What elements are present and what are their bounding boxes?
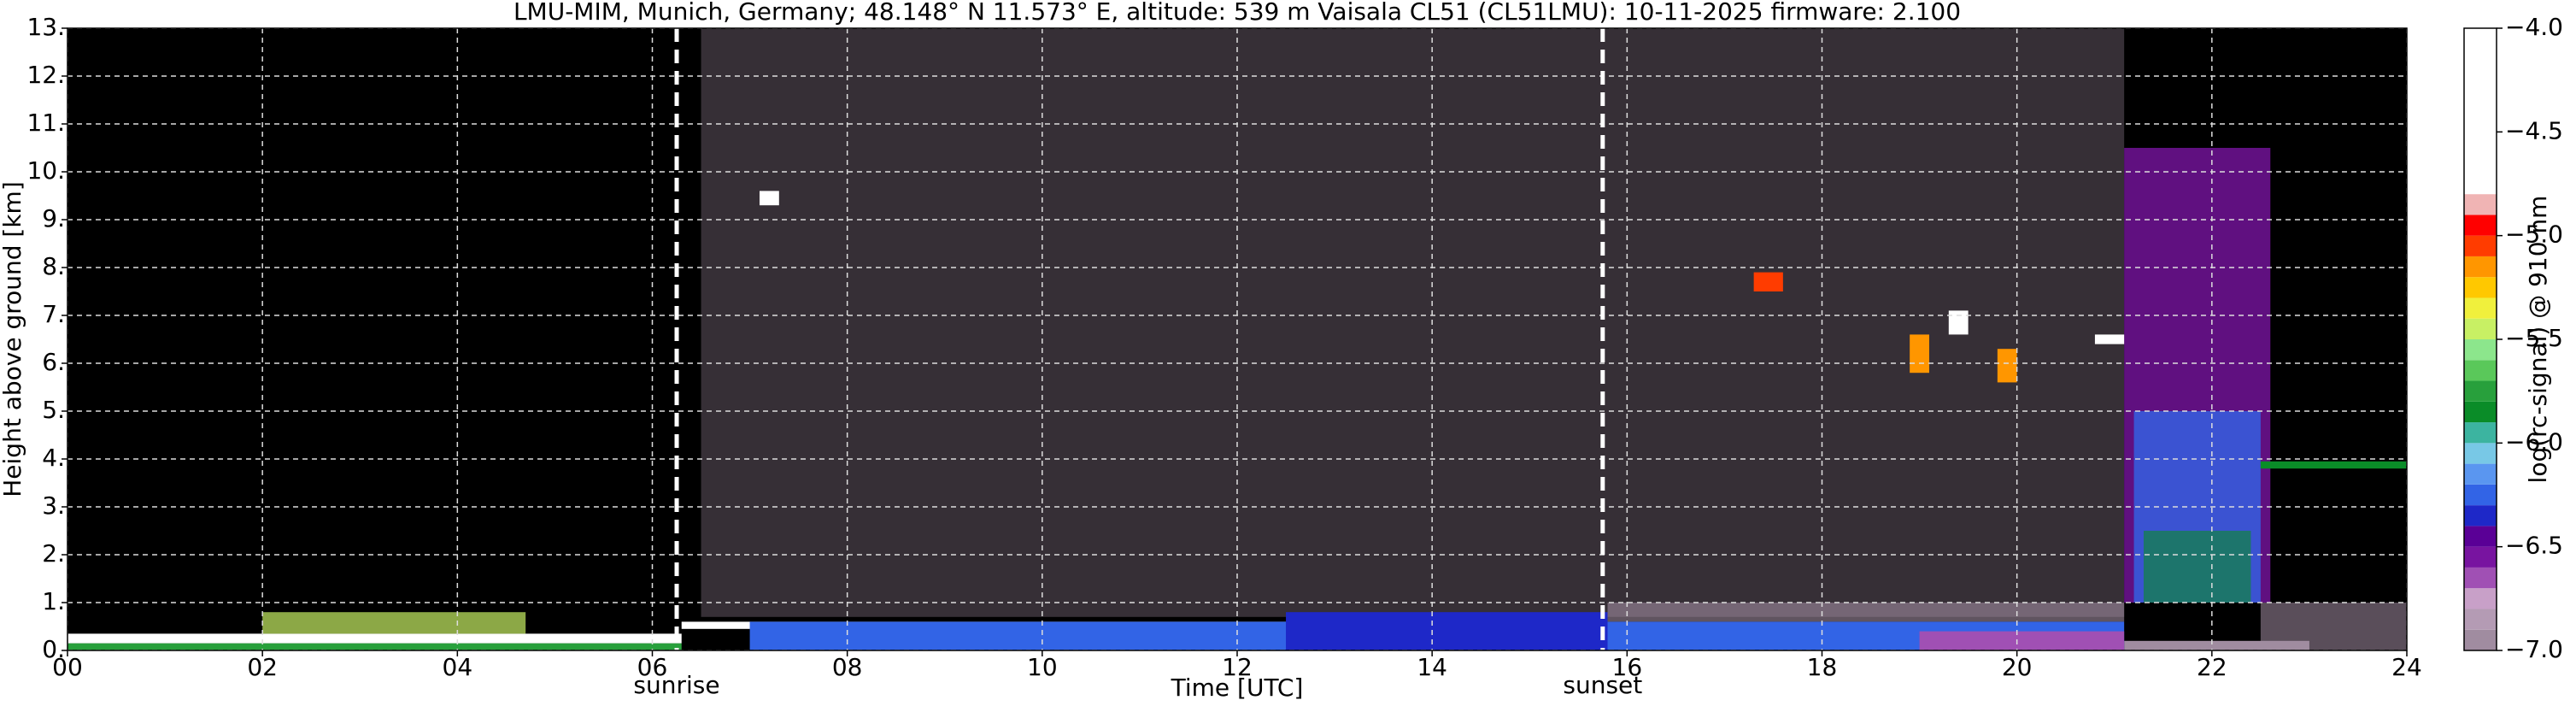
x-tick-label: 24 bbox=[2391, 653, 2422, 681]
x-tick-label: 18 bbox=[1807, 653, 1838, 681]
y-tick-label: 11. bbox=[26, 109, 65, 137]
x-tick-label: 06 bbox=[637, 653, 668, 681]
colorbar-bin bbox=[2464, 360, 2497, 381]
heatmap-cell bbox=[1753, 272, 1783, 291]
y-tick-label: 0. bbox=[42, 635, 65, 663]
colorbar-bin bbox=[2464, 484, 2497, 506]
colorbar-bin bbox=[2464, 505, 2497, 527]
x-tick-label: 22 bbox=[2197, 653, 2227, 681]
y-tick-label: 2. bbox=[42, 539, 65, 568]
heatmap-cell bbox=[262, 612, 526, 634]
heatmap-cell bbox=[1286, 612, 1608, 650]
colorbar-bin bbox=[2464, 235, 2497, 256]
x-tick-label: 14 bbox=[1417, 653, 1447, 681]
annotation-label: sunrise bbox=[633, 671, 719, 699]
heatmap-cell bbox=[1948, 310, 1969, 335]
y-tick-label: 6. bbox=[42, 348, 65, 376]
colorbar-bin bbox=[2464, 526, 2497, 547]
colorbar-bin bbox=[2464, 380, 2497, 402]
heatmap-cell bbox=[1607, 603, 2125, 622]
colorbar-bin bbox=[2464, 318, 2497, 339]
heatmap-cell bbox=[2143, 531, 2251, 603]
colorbar-bin bbox=[2464, 546, 2497, 568]
x-tick-label: 02 bbox=[247, 653, 278, 681]
colorbar-tick-label: −5.0 bbox=[2505, 221, 2563, 249]
heatmap-cell bbox=[2094, 334, 2125, 344]
chart-title: LMU-MIM, Munich, Germany; 48.148° N 11.5… bbox=[513, 0, 1961, 26]
y-tick-label: 5. bbox=[42, 396, 65, 424]
x-tick-label: 04 bbox=[443, 653, 473, 681]
heatmap-cell bbox=[759, 191, 779, 206]
heatmap-cell bbox=[2124, 640, 2309, 650]
colorbar-bin bbox=[2464, 194, 2497, 215]
colorbar-tick-label: −4.0 bbox=[2505, 13, 2563, 41]
heatmap-cell bbox=[1997, 349, 2017, 383]
y-tick-label: 8. bbox=[42, 252, 65, 280]
y-tick-label: 12. bbox=[26, 61, 65, 89]
heatmap-cell bbox=[67, 633, 682, 644]
colorbar-bin bbox=[2464, 339, 2497, 361]
colorbar-bin bbox=[2464, 297, 2497, 319]
colorbar-bin bbox=[2464, 215, 2497, 236]
colorbar-bin bbox=[2464, 463, 2497, 485]
colorbar-bin bbox=[2464, 401, 2497, 423]
y-tick-label: 3. bbox=[42, 491, 65, 520]
y-tick-label: 1. bbox=[42, 587, 65, 615]
colorbar-tick-label: −7.0 bbox=[2505, 635, 2563, 663]
x-tick-label: 12 bbox=[1222, 653, 1253, 681]
colorbar-tick-label: −6.5 bbox=[2505, 532, 2563, 560]
y-tick-label: 9. bbox=[42, 204, 65, 232]
colorbar-bin bbox=[2464, 443, 2497, 464]
x-tick-label: 00 bbox=[52, 653, 83, 681]
heatmap-cell bbox=[1919, 631, 2125, 650]
colorbar-bin bbox=[2464, 28, 2497, 195]
y-tick-label: 7. bbox=[42, 300, 65, 328]
y-tick-label: 10. bbox=[26, 156, 65, 185]
y-tick-label: 13. bbox=[26, 13, 65, 41]
plot-frame bbox=[67, 27, 2408, 651]
colorbar-tick-label: −6.0 bbox=[2505, 427, 2563, 456]
x-tick-label: 16 bbox=[1612, 653, 1643, 681]
colorbar-bin bbox=[2464, 422, 2497, 444]
y-tick-label: 4. bbox=[42, 444, 65, 472]
x-tick-label: 08 bbox=[832, 653, 863, 681]
colorbar-bin bbox=[2464, 609, 2497, 630]
colorbar-bin bbox=[2464, 567, 2497, 589]
colorbar-label: log(rc-signal) @ 910 nm bbox=[2524, 196, 2552, 484]
colorbar-bin bbox=[2464, 277, 2497, 298]
colorbar-bin bbox=[2464, 629, 2497, 650]
heatmap-cell bbox=[1910, 334, 1929, 374]
heatmap-cell bbox=[2260, 461, 2407, 469]
x-tick-label: 10 bbox=[1027, 653, 1058, 681]
colorbar-bin bbox=[2464, 588, 2497, 609]
colorbar-bin bbox=[2464, 256, 2497, 278]
heatmap-cell bbox=[701, 28, 2125, 617]
y-axis-label: Height above ground [km] bbox=[0, 181, 26, 497]
heatmap-cell bbox=[67, 643, 682, 650]
colorbar-tick-label: −4.5 bbox=[2505, 116, 2563, 144]
x-axis-label: Time [UTC] bbox=[1171, 674, 1304, 702]
annotation-label: sunset bbox=[1563, 671, 1642, 699]
x-tick-label: 20 bbox=[2002, 653, 2033, 681]
colorbar-tick-label: −5.5 bbox=[2505, 324, 2563, 352]
